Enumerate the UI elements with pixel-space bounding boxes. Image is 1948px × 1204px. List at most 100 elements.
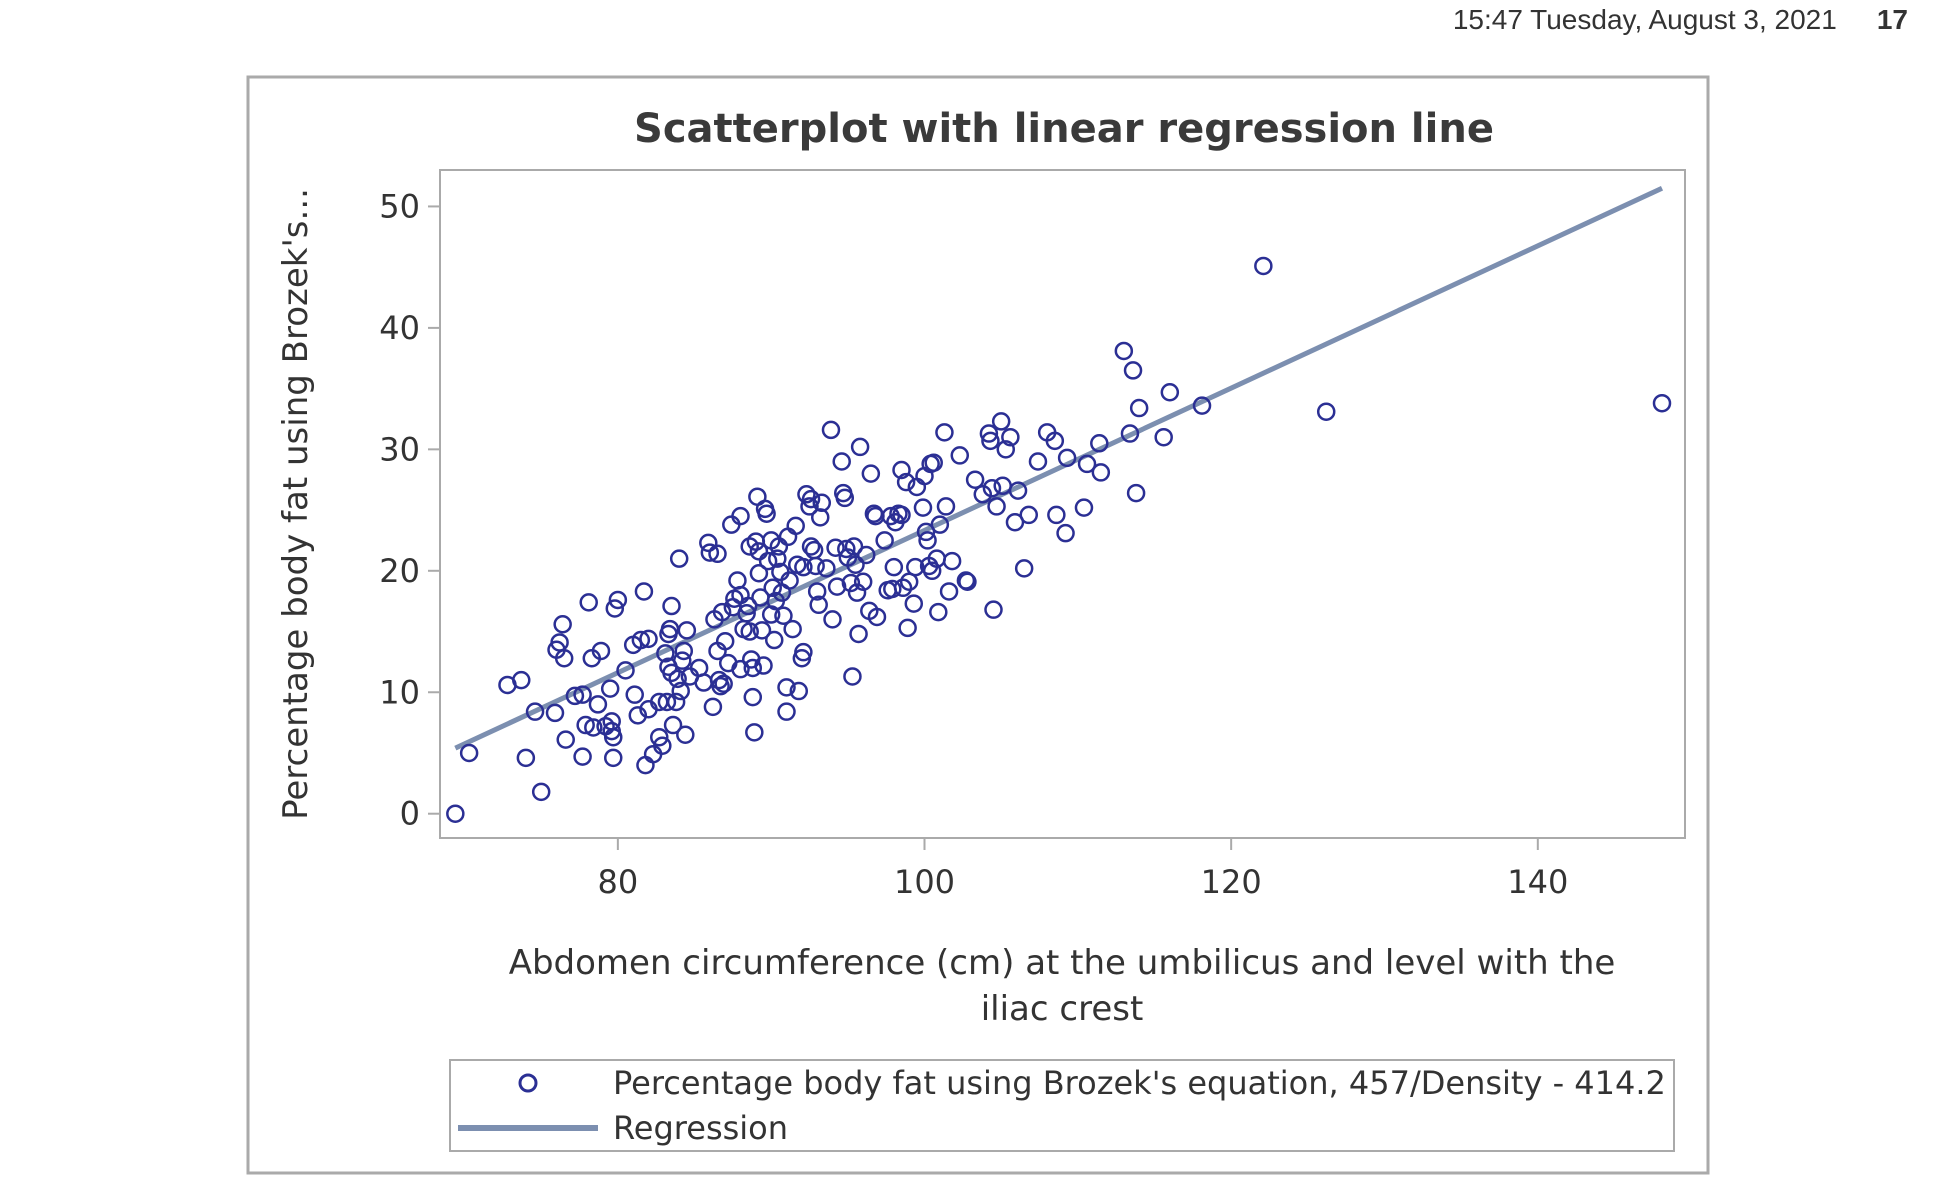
scatter-point [913,498,933,517]
scatter-point [981,431,1000,451]
legend-label-points: Percentage body fat using Brozek's equat… [613,1064,1666,1102]
scatter-point [1008,481,1028,500]
scatter-point [1126,483,1146,503]
scatter-point [892,505,911,525]
scatter-point [1074,498,1094,517]
scatter-point [743,687,763,707]
scatter-point [780,571,799,590]
scatter-point [817,559,836,578]
scatter-point [794,642,813,662]
scatter-point [835,488,855,508]
scatter-point [608,590,628,610]
scatter-point [958,572,977,591]
scatter-point [1047,505,1066,525]
scatter-point [1120,424,1140,443]
scatter-point [591,641,611,661]
scatter-point [841,573,861,593]
scatter-point [459,743,479,763]
scatter-point [850,437,870,457]
scatter-point [708,544,727,564]
scatter-point [545,703,565,723]
scatter-point [584,718,603,737]
scatter-point [663,715,683,735]
scatter-point [849,624,868,644]
y-tick-label: 30 [379,430,420,468]
scatter-point [752,621,772,640]
scatter-point [965,470,985,489]
scatter-point [786,516,805,536]
scatter-point [731,659,750,679]
scatter-point [843,667,862,686]
chart-outer-frame [246,75,1710,1175]
scatter-point [554,648,574,668]
scatter-point [1316,402,1336,421]
chart-title: Scatterplot with linear regression line [634,106,1494,152]
scatter-point [774,606,793,625]
scatter-point [650,727,669,747]
scatter-point [984,600,1003,619]
scatter-point [628,706,648,725]
x-tick-label: 140 [1507,863,1568,901]
scatter-point [639,629,658,649]
scatter-point [1114,341,1134,361]
scatter-points [446,256,1672,823]
scatter-point [634,582,654,601]
header-datetime: 15:47 Tuesday, August 3, 2021 [1452,4,1837,35]
y-axis-label: Percentage body fat using Brozek's... [276,188,316,820]
y-tick-label: 20 [379,552,420,590]
scatter-point [898,618,917,638]
page-header: 15:47 Tuesday, August 3, 2021 17 [1453,0,1908,40]
scatter-point [924,453,943,472]
scatter-point [531,782,551,802]
scatter-point [662,596,681,616]
scatter-point [883,579,902,599]
scatter-point [764,630,784,650]
y-tick-label: 0 [400,795,420,833]
page-number: 17 [1876,4,1908,35]
y-tick-label: 40 [379,309,420,347]
x-axis-label-line2: iliac crest [981,989,1144,1029]
scatter-point [777,702,796,721]
scatter-point [844,537,864,556]
scatter-point [1192,396,1212,415]
scatter-point [662,663,681,683]
scatter-point [812,493,832,513]
scatter-point [1045,431,1065,451]
scatter-point [712,602,732,622]
scatter-point [666,692,686,712]
scatter-point [565,686,585,706]
scatter-point [656,644,675,663]
scatter-point [896,472,916,492]
scatter-point [600,679,620,698]
scatter-point [758,551,778,571]
scatter-point [794,557,813,577]
scatter-point [573,747,592,766]
scatter-point [625,685,644,704]
scatter-point [553,614,572,634]
scatter-point [823,610,842,629]
scatter-point [763,578,782,598]
scatter-point [783,619,802,639]
scatter-point [446,804,465,823]
scatter-point [1123,361,1143,380]
scatter-point [740,622,759,641]
y-tick-label: 10 [379,673,420,711]
x-axis: 80 100 120 140 [597,838,1568,901]
scatter-point [556,730,575,749]
scatter-point [657,692,677,712]
scatter-point [861,464,881,483]
scatter-point [893,578,913,598]
scatter-point [837,539,856,559]
scatter-point [797,485,816,504]
scatter-point [809,595,828,615]
scatter-point [768,549,787,568]
scatter-point [806,556,825,576]
scatter-point [1160,383,1180,402]
scatter-point [512,670,531,690]
scatter-point [743,658,763,678]
scatter-point [856,545,876,565]
scatter-point [942,551,962,571]
scatter-point [853,572,873,591]
scatter-point [1001,427,1020,447]
